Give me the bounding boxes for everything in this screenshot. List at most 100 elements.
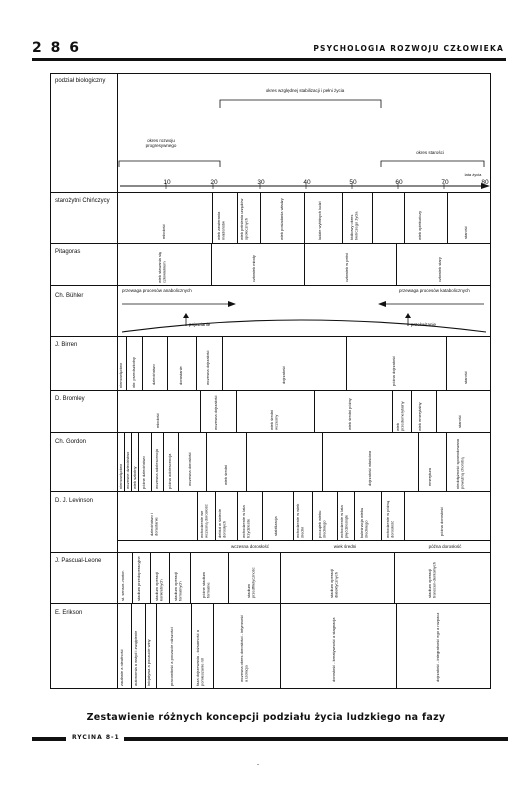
cell-divider — [206, 433, 207, 491]
cell-divider — [132, 553, 133, 603]
levinson-band: wczesna dorosłość — [230, 544, 270, 549]
cell-divider — [197, 492, 198, 540]
gordon-stage: wczesne dzieciństwo — [125, 451, 130, 489]
page-number: 2 8 6 — [32, 40, 81, 56]
pascual-leone-stage: stadium operacji transcen-dentalnych — [427, 561, 437, 598]
age-tick-label: 50 — [349, 179, 357, 186]
pascual-leone-stage: stadium operacji dialektycznych — [329, 568, 339, 598]
row-divider — [50, 243, 491, 244]
figure-label: RYCINA 8-1 — [72, 734, 120, 741]
bromley-stage: wiek średni wczesny — [269, 409, 279, 430]
age-tick-label: 10 — [163, 179, 171, 186]
bromley-stage: wiek przedemerytalny — [395, 401, 405, 431]
bromley-stage: wczesna dojrzałość — [213, 395, 218, 430]
row-name-pascual-leone: J. Pascual-Leone — [55, 558, 102, 564]
cell-divider — [169, 553, 170, 603]
cell-divider — [124, 433, 125, 491]
cell-divider — [228, 553, 229, 603]
cell-divider — [304, 193, 305, 243]
cell-divider — [342, 193, 343, 243]
pascual-leone-stage: stadium operacji formalnych — [173, 571, 183, 601]
pythagoras-stage: człowiek młody — [251, 255, 256, 282]
header-rule — [32, 58, 506, 61]
name-column-divider — [117, 73, 118, 689]
cell-divider — [396, 604, 397, 689]
age-tick-label: 80 — [481, 179, 489, 186]
pascual-leone-stage: st. sensor.-motor. — [120, 570, 125, 601]
levinson-stage: debiut w świecie dorosłych — [217, 508, 227, 538]
cell-divider — [178, 433, 179, 491]
figure-frame — [50, 73, 491, 689]
cell-divider — [131, 604, 132, 689]
cell-divider — [167, 337, 168, 390]
chinese-stage: starość — [463, 226, 468, 239]
cell-divider — [150, 553, 151, 603]
bromley-stage: młodość — [155, 413, 160, 428]
cell-divider — [447, 193, 448, 243]
birren-stage: starość — [463, 371, 468, 384]
erikson-stage: pracowitość a poczucie niższości — [169, 627, 174, 686]
chinese-stage: młodość — [161, 224, 166, 239]
birren-stage: okr. przedszkolny — [131, 357, 136, 388]
row-divider — [50, 192, 491, 193]
cell-divider — [222, 337, 223, 390]
birren-stage: niemowlęctwo — [118, 362, 123, 388]
figure-label-bar — [32, 737, 66, 741]
row-divider — [50, 552, 491, 553]
row-divider — [50, 336, 491, 337]
running-header: PSYCHOLOGIA ROZWOJU CZŁOWIEKA — [313, 44, 504, 53]
cell-divider — [131, 433, 132, 491]
erikson-stage: dojrzałość - integralność ego a rozpacz — [435, 612, 440, 682]
pythagoras-stage: człowiek w pełni — [344, 253, 349, 282]
years-label: lata życia — [464, 172, 482, 177]
chinese-stage: wiek posiadania władzy — [279, 198, 284, 240]
cell-divider — [246, 433, 247, 491]
gordon-stage: późne dzieciństwo — [141, 456, 146, 489]
gordon-stage: wczesna adolescencja — [154, 448, 159, 489]
chinese-stage: łódkowy okres twórczego życia — [349, 211, 359, 240]
birren-stage: dorastanie — [178, 366, 183, 385]
pythagoras-stage: człowiek stary — [437, 257, 442, 282]
levinson-stage: wchodzenie w lata pięćdziesiąte — [339, 505, 349, 538]
gordon-stage: wiek średni — [223, 464, 228, 485]
gordon-stage: wczesna dorosłość — [187, 452, 192, 486]
gordon-stage: późna adolescencja — [167, 453, 172, 489]
row-name-levinson: D. J. Levinson — [55, 498, 94, 504]
cell-divider — [138, 433, 139, 491]
levinson-stage: dzieciństwo i dorastanie — [149, 513, 159, 536]
cell-divider — [200, 391, 201, 432]
row-name-erikson: E. Erikson — [55, 610, 83, 616]
chinese-stage: wiek zawierania małżeństw — [216, 211, 226, 240]
cell-divider — [190, 553, 191, 603]
bromley-stage: starość — [457, 415, 462, 428]
levinson-stage: wchodzenie w lata trzydzieste — [241, 505, 251, 538]
pascual-leone-stage: późne stadium formalne — [201, 571, 211, 598]
cell-divider — [215, 492, 216, 540]
cell-divider — [151, 433, 152, 491]
levinson-stage: wchodzenie w wiek średni — [295, 503, 305, 538]
levinson-stage: stabilizacja — [273, 516, 278, 536]
stray-mark: - — [257, 762, 259, 768]
buhler-anabolic: przewaga procesów anabolicznych — [122, 288, 192, 293]
gordon-stage: wiek szkolny — [132, 466, 137, 489]
levinson-band: późna dorosłość — [428, 544, 462, 549]
age-tick-label: 40 — [303, 179, 311, 186]
cell-divider — [418, 433, 419, 491]
cell-divider — [142, 337, 143, 390]
cell-divider — [411, 391, 412, 432]
row-divider — [50, 603, 491, 604]
cell-divider — [196, 337, 197, 390]
row-divider — [50, 491, 491, 492]
buhler-rise-label: pojawianie — [189, 322, 211, 327]
buhler-catabolic: przewaga procesów katabolicznych — [399, 288, 470, 293]
cell-divider — [237, 492, 238, 540]
stabilization-label: okres względnej stabilizacji i pełni życ… — [265, 88, 345, 93]
gordon-stage: niedołężność spowodowana poważną chorobą — [455, 438, 465, 489]
figure-label-bar — [124, 737, 508, 741]
cell-divider — [280, 553, 281, 603]
pascual-leone-stage: stadium przedfiletycznośc — [246, 567, 256, 598]
row-name-buhler: Ch. Bühler — [55, 293, 84, 299]
age-tick-label: 20 — [210, 179, 218, 186]
figure-caption: Zestawienie różnych koncepcji podziału ż… — [86, 712, 446, 723]
cell-divider — [293, 492, 294, 540]
